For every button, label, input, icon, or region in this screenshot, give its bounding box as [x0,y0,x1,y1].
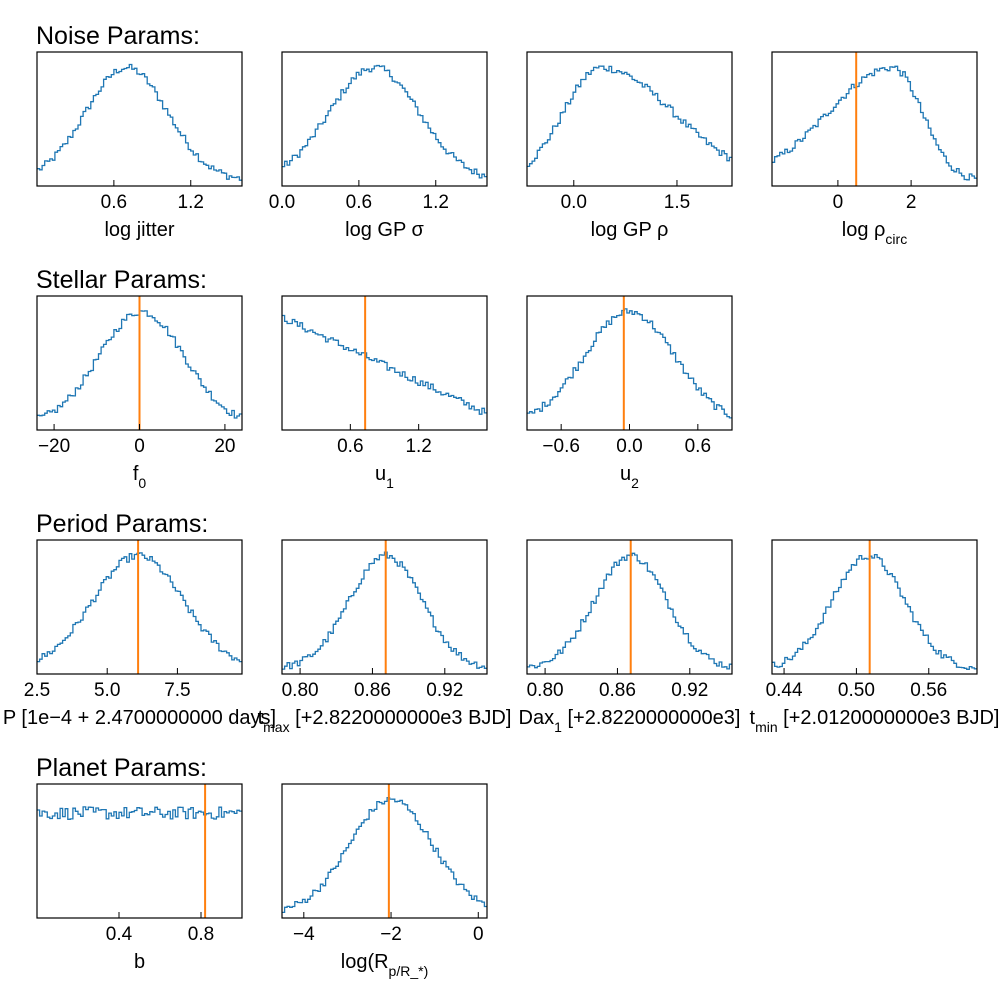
tick-label: 0.50 [838,680,875,701]
tick-label: 1.2 [405,436,431,457]
axis-label: log ρcirc [842,219,907,247]
histogram-panel: 0.80 0.86 0.92 tmax [+2.8220000000e3 BJD] [258,539,512,735]
histogram-panel: −4 −2 0 log(Rp/R_*) [281,783,488,979]
tick-label: 0.6 [101,192,127,213]
tick-label: 20 [214,436,235,457]
section-title: Noise Params: [36,22,200,50]
tick-label: 0.56 [910,680,947,701]
histogram-steps [282,314,487,415]
axes-frame [36,783,243,919]
axes-frame [771,51,978,187]
histogram-steps [282,64,487,179]
histogram-steps [772,65,977,181]
tick-label: 2 [906,192,917,213]
axes-frame [771,539,978,675]
tick-label: −4 [293,924,315,945]
tick-label: 0.6 [685,436,711,457]
section-title: Stellar Params: [36,266,207,294]
axis-label: tmax [+2.8220000000e3 BJD] [258,707,512,735]
tick-label: 0.8 [188,924,214,945]
tick-label: 0 [833,192,844,213]
tick-label: 0.0 [616,436,642,457]
tick-label: 0.0 [561,192,587,213]
axes-frame [36,539,243,675]
histogram-steps [37,806,242,820]
histogram-panel: 0.44 0.50 0.56 tmin [+2.0120000000e3 BJD] [750,539,1000,735]
axis-label: log jitter [104,219,174,241]
histogram-panel: 2.5 5.0 7.5 P [1e−4 + 2.4700000000 days] [3,539,276,729]
axis-label: f0 [133,463,147,491]
tick-label: 0.86 [354,680,391,701]
histogram-panel: 0 2 log ρcirc [771,51,978,247]
axes-frame [526,51,733,187]
tick-label: 2.5 [24,680,50,701]
axes-frame [526,295,733,431]
histogram-panel: 0.4 0.8 b [36,783,243,973]
axis-label: Dax1 [+2.8220000000e3] [519,707,741,735]
tick-label: 1.2 [178,192,204,213]
tick-label: 0.0 [269,192,295,213]
tick-label: 0.80 [282,680,319,701]
tick-label: 0.92 [671,680,708,701]
histogram-panel: 0.0 1.5 log GP ρ [526,51,733,241]
axis-label: P [1e−4 + 2.4700000000 days] [3,707,276,729]
tick-label: 0.44 [766,680,803,701]
histogram-steps [37,63,242,181]
axis-label: log(Rp/R_*) [341,951,428,979]
tick-label: 0.4 [106,924,133,945]
histogram-steps [527,552,732,670]
axis-label: b [134,951,145,973]
tick-label: 5.0 [94,680,120,701]
histogram-panel: 0.0 0.6 1.2 log GP σ [269,51,488,241]
histogram-steps [37,552,242,663]
histogram-panel: 0.80 0.86 0.92 Dax1 [+2.8220000000e3] [519,539,741,735]
tick-label: −2 [380,924,402,945]
histogram-panel: −20 0 20 f0 [36,295,243,491]
tick-label: 0.92 [426,680,463,701]
histogram-panel: 0.6 1.2 u1 [281,295,488,491]
section-title: Planet Params: [36,754,207,782]
axes-frame [526,539,733,675]
section-3: Period Params: 2.5 5.0 7.5 P [1e−4 + 2.47000… [3,510,1000,735]
axes-frame [36,51,243,187]
section-2: Stellar Params: −20 0 20 f0 0.6 1.2 u1 −0.6 0.0 0.… [36,266,733,491]
tick-label: 0.6 [337,436,363,457]
axis-label: log GP ρ [591,219,669,241]
tick-label: 1.2 [423,192,449,213]
tick-label: 0 [134,436,145,457]
tick-label: 0.86 [599,680,636,701]
histogram-steps [282,796,487,914]
axes-frame [281,539,488,675]
histogram-panel: −0.6 0.0 0.6 u2 [526,295,733,491]
section-4: Planet Params: 0.4 0.8 b −4 −2 0 log(Rp/R_*) [36,754,488,979]
axes-frame [281,51,488,187]
axis-label: u1 [375,463,394,491]
tick-label: 0.6 [346,192,372,213]
tick-label: 0.80 [527,680,564,701]
histogram-steps [527,308,732,419]
histogram-steps [282,551,487,670]
axes-frame [281,295,488,431]
histogram-steps [772,553,977,670]
tick-label: 1.5 [664,192,690,213]
tick-label: 7.5 [164,680,190,701]
tick-label: −20 [38,436,70,457]
axis-label: u2 [620,463,639,491]
tick-label: 0 [473,924,484,945]
section-title: Period Params: [36,510,208,538]
axis-label: log GP σ [345,219,424,241]
tick-label: −0.6 [542,436,580,457]
axis-label: tmin [+2.0120000000e3 BJD] [750,707,1000,735]
histogram-steps [527,65,732,168]
axes-frame [281,783,488,919]
